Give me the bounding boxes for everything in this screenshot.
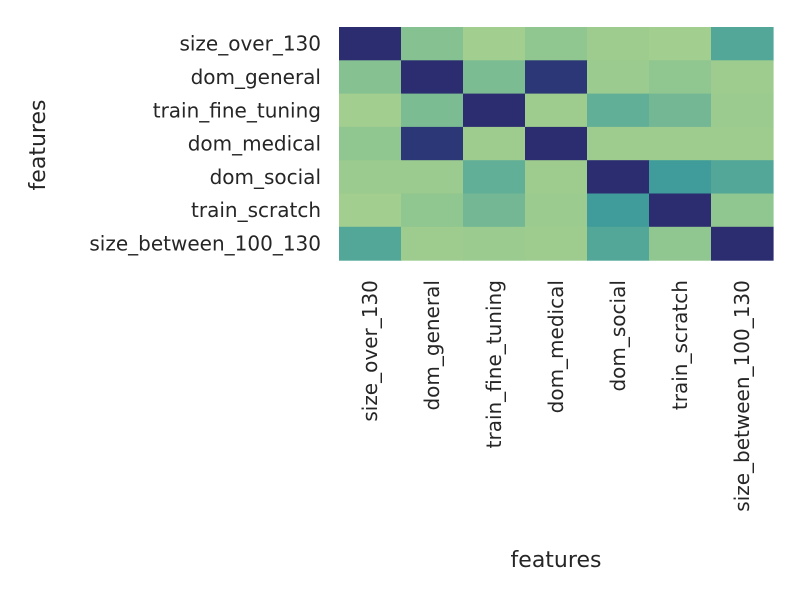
heatmap-cell <box>401 93 464 128</box>
heatmap-cell <box>401 60 464 95</box>
heatmap-cell <box>587 226 650 261</box>
heatmap-cell <box>525 193 588 228</box>
y-tick-label: dom_social <box>210 165 321 189</box>
heatmap-cell <box>711 193 774 228</box>
heatmap-cell <box>525 60 588 95</box>
heatmap-cell <box>339 126 402 161</box>
x-axis-label: features <box>511 548 602 573</box>
heatmap-cell <box>339 93 402 128</box>
y-tick-label: train_scratch <box>191 198 321 222</box>
y-tick-label: size_between_100_130 <box>89 231 321 255</box>
heatmap-cell <box>463 193 526 228</box>
heatmap-cell <box>401 226 464 261</box>
heatmap-cell <box>339 60 402 95</box>
heatmap-cell <box>401 126 464 161</box>
heatmap-cell <box>401 27 464 61</box>
heatmap-cell <box>463 60 526 95</box>
y-tick-label: dom_medical <box>188 132 321 156</box>
heatmap-cell <box>711 126 774 161</box>
heatmap-cell <box>339 226 402 261</box>
x-tick-label: train_scratch <box>668 280 692 410</box>
heatmap-cell <box>711 27 774 61</box>
heatmap-cell <box>587 126 650 161</box>
heatmap-cell <box>649 27 712 61</box>
heatmap-cell <box>649 226 712 261</box>
heatmap-cell <box>649 60 712 95</box>
y-tick-label: size_over_130 <box>179 32 321 56</box>
heatmap-cell <box>401 160 464 195</box>
heatmap-cell <box>587 60 650 95</box>
x-tick-label: train_fine_tuning <box>482 280 506 448</box>
heatmap-cell <box>525 126 588 161</box>
y-tick-labels: size_over_130 dom_general train_fine_tunin… <box>89 32 321 256</box>
x-tick-label: size_between_100_130 <box>730 280 754 512</box>
heatmap-cell <box>587 160 650 195</box>
heatmap-cells <box>339 27 774 261</box>
heatmap-cell <box>649 126 712 161</box>
x-tick-label: dom_social <box>606 280 630 391</box>
heatmap-cell <box>339 27 402 61</box>
heatmap-cell <box>649 160 712 195</box>
heatmap-cell <box>463 126 526 161</box>
heatmap-cell <box>339 160 402 195</box>
heatmap-cell <box>711 226 774 261</box>
heatmap-cell <box>587 93 650 128</box>
heatmap-cell <box>525 93 588 128</box>
heatmap-cell <box>649 193 712 228</box>
heatmap-cell <box>463 93 526 128</box>
heatmap-cell <box>587 193 650 228</box>
x-tick-label: size_over_130 <box>358 280 382 422</box>
heatmap-cell <box>587 27 650 61</box>
x-tick-label: dom_general <box>420 280 444 410</box>
heatmap-cell <box>525 27 588 61</box>
y-axis-label: features <box>26 100 51 191</box>
heatmap-cell <box>525 226 588 261</box>
heatmap-cell <box>711 60 774 95</box>
heatmap-cell <box>339 193 402 228</box>
heatmap-cell <box>711 160 774 195</box>
heatmap-cell <box>401 193 464 228</box>
x-tick-label: dom_medical <box>544 280 568 413</box>
heatmap-cell <box>525 160 588 195</box>
y-tick-label: dom_general <box>191 65 321 89</box>
heatmap-cell <box>463 27 526 61</box>
x-tick-labels: size_over_130 dom_general train_fine_tunin… <box>358 280 754 512</box>
y-tick-label: train_fine_tuning <box>153 98 321 122</box>
heatmap-cell <box>463 226 526 261</box>
heatmap-cell <box>711 93 774 128</box>
heatmap-cell <box>649 93 712 128</box>
heatmap-cell <box>463 160 526 195</box>
